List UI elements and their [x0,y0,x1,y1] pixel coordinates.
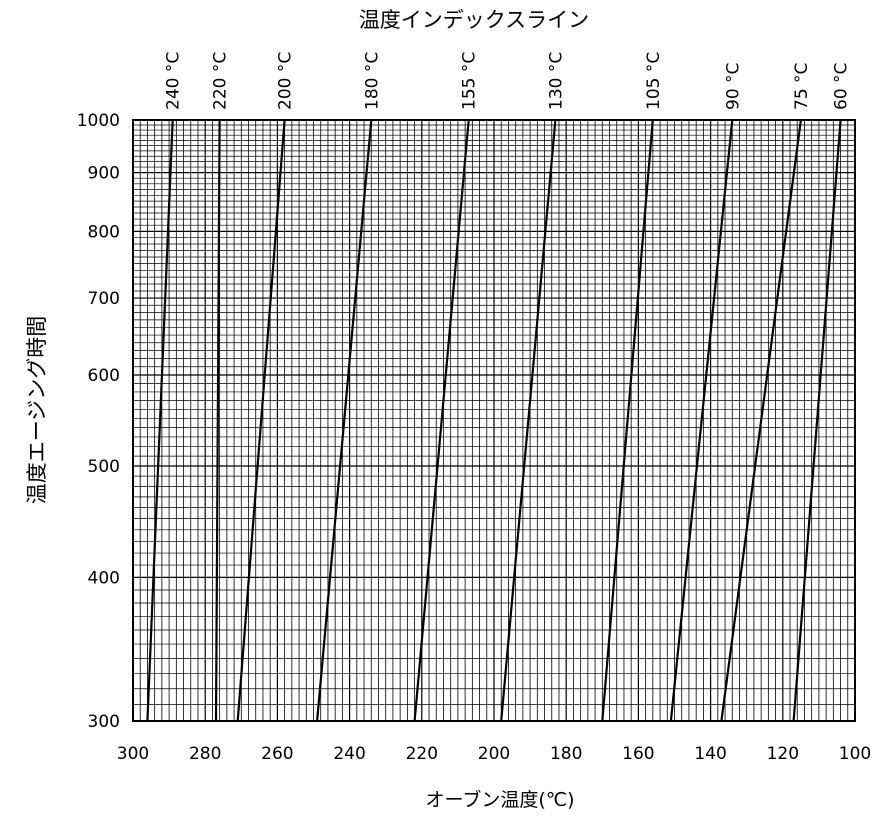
y-tick-label: 600 [88,366,120,386]
x-tick-label: 180 [550,744,582,764]
y-axis-ticks: 300 400 500 600 700 800 900 1000 [77,111,120,732]
series-label: 240 °C [164,52,184,110]
x-tick-label: 220 [406,744,438,764]
y-tick-label: 500 [88,457,120,477]
series-labels: 240 °C 220 °C 200 °C 180 °C 155 °C 130 °C 105 … [164,52,852,110]
x-tick-label: 200 [478,744,510,764]
series-lines [146,119,842,722]
y-axis-label: 温度エージング時間 [25,316,49,505]
series-label: 105 °C [644,52,664,110]
x-tick-label: 240 [333,744,365,764]
x-tick-label: 120 [767,744,799,764]
x-tick-label: 260 [261,744,293,764]
x-tick-label: 280 [189,744,221,764]
series-line [720,119,802,722]
y-tick-label: 1000 [77,111,120,131]
y-tick-label: 900 [88,164,120,184]
series-label: 130 °C [546,52,566,110]
series-line [500,119,557,722]
series-line [316,119,373,722]
series-line [669,119,734,722]
x-axis-ticks: 300 280 260 240 220 200 180 160 140 120 100 [117,744,871,764]
x-tick-label: 300 [117,744,149,764]
series-line [146,119,174,722]
y-tick-label: 800 [88,222,120,242]
y-tick-label: 400 [88,568,120,588]
series-line [413,119,470,722]
series-label: 60 °C [832,63,852,110]
x-tick-label: 160 [622,744,654,764]
chart-title: 温度インデックスライン [359,8,589,32]
plot-frame [132,119,856,722]
series-line [214,119,221,722]
grid [132,119,856,722]
series-line [236,119,286,722]
series-label: 220 °C [211,52,231,110]
x-tick-label: 140 [694,744,726,764]
series-label: 75 °C [792,63,812,110]
series-label: 200 °C [276,52,296,110]
y-tick-label: 300 [88,712,120,732]
x-axis-label: オーブン温度(℃) [425,788,574,811]
y-tick-label: 700 [88,289,120,309]
series-line [601,119,654,722]
series-label: 155 °C [460,52,480,110]
x-tick-label: 100 [839,744,871,764]
series-label: 90 °C [723,63,743,110]
series-line [792,119,842,722]
series-label: 180 °C [362,52,382,110]
